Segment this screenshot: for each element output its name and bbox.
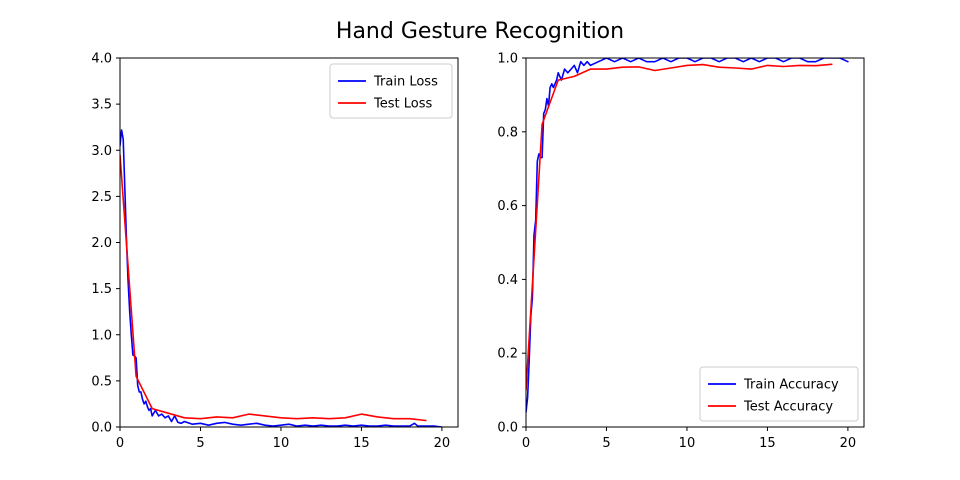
accuracy-y-tick-label: 0.2 bbox=[497, 347, 518, 362]
legend-label-test-accuracy: Test Accuracy bbox=[743, 400, 833, 415]
loss-legend-box bbox=[329, 63, 453, 119]
accuracy-legend: Train Accuracy Test Accuracy bbox=[699, 366, 859, 422]
accuracy-legend-box bbox=[699, 366, 859, 422]
series-line-train-accuracy bbox=[526, 58, 849, 414]
loss-series-group bbox=[120, 129, 443, 427]
series-line-train-loss bbox=[120, 129, 443, 427]
loss-y-tick-label: 1.0 bbox=[91, 328, 112, 343]
loss-x-tick-label: 0 bbox=[116, 436, 124, 451]
series-line-test-loss bbox=[120, 154, 427, 422]
loss-y-tick-label: 4.0 bbox=[91, 52, 112, 67]
loss-x-tick-label: 20 bbox=[434, 436, 451, 451]
loss-y-tick-label: 2.5 bbox=[91, 190, 112, 205]
loss-y-tick-label: 3.5 bbox=[91, 98, 112, 113]
accuracy-axes-frame bbox=[525, 57, 865, 428]
accuracy-x-tick-label: 0 bbox=[522, 436, 530, 451]
loss-x-tick-label: 10 bbox=[273, 436, 290, 451]
loss-legend: Train Loss Test Loss bbox=[329, 63, 453, 119]
loss-chart: 0 5 10 15 20 0.0 0.5 1.0 1.5 2.0 2.5 3.0 3.5 4.0 Train… bbox=[91, 52, 459, 451]
accuracy-series-group bbox=[526, 58, 849, 414]
accuracy-y-tick-label: 0.4 bbox=[497, 273, 518, 288]
accuracy-x-tick-label: 15 bbox=[759, 436, 776, 451]
legend-label-train-accuracy: Train Accuracy bbox=[743, 378, 839, 393]
loss-x-tick-label: 15 bbox=[353, 436, 370, 451]
accuracy-y-tick-label: 0.0 bbox=[497, 421, 518, 436]
loss-x-tick-label: 5 bbox=[196, 436, 204, 451]
loss-y-tick-label: 3.0 bbox=[91, 144, 112, 159]
accuracy-y-tick-label: 1.0 bbox=[497, 52, 518, 67]
series-line-test-accuracy bbox=[526, 63, 833, 391]
accuracy-x-tick-label: 10 bbox=[679, 436, 696, 451]
figure-title: Hand Gesture Recognition bbox=[336, 19, 624, 44]
loss-y-tick-label: 0.5 bbox=[91, 374, 112, 389]
loss-y-tick-label: 0.0 bbox=[91, 421, 112, 436]
legend-label-train-loss: Train Loss bbox=[373, 75, 438, 90]
accuracy-y-tick-label: 0.8 bbox=[497, 125, 518, 140]
accuracy-y-tick-label: 0.6 bbox=[497, 199, 518, 214]
accuracy-chart: 0 5 10 15 20 0.0 0.2 0.4 0.6 0.8 1.0 Train Accuracy… bbox=[497, 52, 865, 451]
loss-y-tick-label: 2.0 bbox=[91, 236, 112, 251]
legend-label-test-loss: Test Loss bbox=[373, 97, 432, 112]
loss-y-tick-label: 1.5 bbox=[91, 282, 112, 297]
accuracy-x-tick-label: 20 bbox=[840, 436, 857, 451]
accuracy-x-tick-label: 5 bbox=[602, 436, 610, 451]
